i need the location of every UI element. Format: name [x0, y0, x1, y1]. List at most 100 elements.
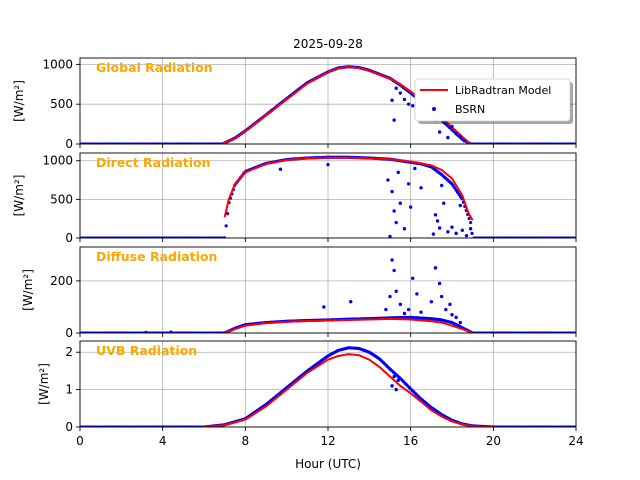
- figure-title: 2025-09-28: [293, 37, 363, 51]
- bsrn-scatter-point: [402, 97, 407, 102]
- legend-bsrn-label: BSRN: [455, 103, 485, 116]
- bsrn-scatter-point: [278, 167, 283, 171]
- bsrn-scatter-point: [454, 131, 458, 136]
- bsrn-scatter-point: [415, 292, 419, 296]
- panel-3: 0 200 [W/m²] Diffuse Radiation: [21, 246, 577, 340]
- bsrn-scatter-point: [396, 378, 400, 382]
- y-axis-label: [W/m²]: [12, 175, 26, 217]
- bsrn-scatter-point: [390, 258, 394, 262]
- bsrn-scatter-point: [433, 213, 438, 217]
- panel-label: Direct Radiation: [96, 155, 211, 170]
- legend: LibRadtran Model BSRN: [414, 78, 573, 124]
- bsrn-scatter-point: [384, 307, 388, 312]
- legend-bsrn-swatch: [432, 107, 436, 111]
- x-tick-label: 20: [486, 434, 501, 448]
- bsrn-scatter-point: [419, 310, 423, 314]
- bsrn-point: [469, 220, 473, 225]
- panel-label: Global Radiation: [96, 60, 213, 75]
- bsrn-scatter-point: [388, 294, 392, 299]
- panel-1: 0 500 1000 [W/m²] Global Radiation: [12, 57, 577, 151]
- bsrn-scatter-point: [406, 307, 411, 312]
- x-axis: 0 4 8 12 16 20 24: [76, 434, 583, 448]
- x-tick-label: 8: [242, 434, 250, 448]
- legend-box: [414, 78, 571, 122]
- bsrn-scatter-point: [326, 162, 330, 167]
- x-tick-label: 12: [320, 434, 335, 448]
- y-tick-label: 500: [50, 97, 73, 111]
- bsrn-scatter-point: [394, 289, 398, 294]
- bsrn-scatter-point: [396, 170, 400, 175]
- bsrn-scatter-point: [144, 330, 148, 333]
- y-axis-label: [W/m²]: [12, 80, 26, 122]
- bsrn-scatter-point: [392, 268, 396, 273]
- y-tick-label: 500: [50, 192, 73, 206]
- panel-2: 0 500 1000 [W/m²] Direct Radiation: [12, 152, 577, 245]
- x-tick-label: 4: [159, 434, 167, 448]
- bsrn-scatter-point: [450, 124, 454, 129]
- bsrn-scatter-point: [408, 205, 413, 209]
- y-axis-label: [W/m²]: [37, 363, 51, 405]
- bsrn-scatter-point: [392, 118, 396, 122]
- bsrn-scatter-point: [413, 166, 417, 171]
- bsrn-scatter-point: [437, 130, 442, 134]
- bsrn-scatter-point: [468, 227, 473, 231]
- y-tick-label: 0: [65, 420, 73, 434]
- bsrn-scatter-point: [392, 374, 396, 379]
- bsrn-scatter-point: [458, 320, 462, 325]
- panel-label: Diffuse Radiation: [96, 249, 217, 264]
- bsrn-scatter-point: [349, 300, 353, 304]
- bsrn-scatter-point: [402, 227, 407, 231]
- bsrn-point: [467, 216, 471, 221]
- bsrn-scatter-point: [431, 232, 436, 236]
- bsrn-scatter-point: [446, 135, 450, 140]
- panels-group: 0 500 1000 [W/m²] Global Radiation 0 500 1000 [W…: [12, 57, 577, 434]
- legend-model-label: LibRadtran Model: [455, 84, 551, 97]
- bsrn-scatter-point: [386, 178, 390, 182]
- bsrn-point: [224, 224, 228, 228]
- x-tick-label: 16: [403, 434, 418, 448]
- bsrn-scatter-point: [458, 203, 462, 208]
- bsrn-scatter-point: [392, 209, 396, 213]
- bsrn-scatter-point: [388, 234, 392, 238]
- bsrn-scatter-point: [462, 139, 467, 143]
- bsrn-scatter-point: [406, 102, 411, 106]
- bsrn-scatter-point: [419, 186, 423, 190]
- bsrn-scatter-point: [411, 104, 415, 108]
- y-tick-label: 200: [50, 274, 73, 288]
- x-tick-label: 0: [76, 434, 84, 448]
- bsrn-scatter-point: [394, 86, 398, 90]
- y-tick-label: 2: [65, 345, 73, 359]
- bsrn-scatter-point: [390, 98, 394, 102]
- y-tick-label: 0: [65, 326, 73, 340]
- model-line: [223, 156, 474, 221]
- bsrn-scatter-point: [442, 201, 446, 205]
- bsrn-scatter-point: [437, 226, 442, 230]
- bsrn-scatter-point: [439, 294, 444, 299]
- y-axis-label: [W/m²]: [21, 269, 35, 311]
- panel-4: 0 1 2 [W/m²] UVB Radiation: [37, 340, 577, 434]
- bsrn-scatter-point: [450, 225, 454, 229]
- bsrn-scatter-point: [429, 300, 434, 304]
- bsrn-scatter-point: [464, 233, 469, 238]
- bsrn-scatter-point: [394, 220, 398, 225]
- bsrn-scatter-point: [411, 276, 415, 280]
- bsrn-scatter-point: [454, 231, 458, 236]
- bsrn-scatter-point: [448, 302, 452, 307]
- y-tick-label: 0: [65, 137, 73, 151]
- panel-label: UVB Radiation: [96, 343, 197, 358]
- bsrn-scatter-point: [398, 302, 403, 307]
- bsrn-scatter-point: [406, 182, 411, 186]
- bsrn-scatter-point: [439, 183, 444, 188]
- x-tick-label: 24: [568, 434, 583, 448]
- bsrn-scatter-point: [169, 330, 173, 333]
- bsrn-scatter-point: [398, 91, 403, 95]
- bsrn-scatter-point: [446, 230, 450, 234]
- bsrn-point: [225, 212, 230, 216]
- bsrn-scatter-point: [394, 387, 398, 392]
- y-tick-label: 0: [65, 231, 73, 245]
- bsrn-scatter-point: [402, 311, 407, 316]
- bsrn-scatter-point: [398, 201, 403, 205]
- bsrn-scatter-point: [433, 266, 438, 270]
- bsrn-scatter-point: [460, 228, 465, 232]
